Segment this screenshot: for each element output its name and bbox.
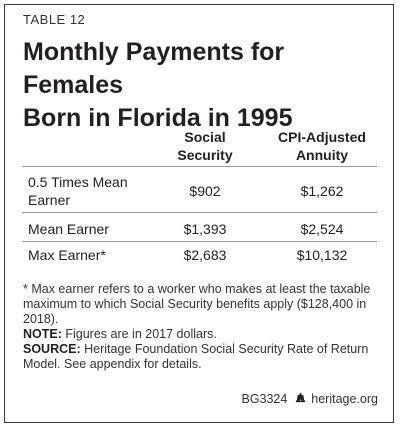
row-label-line-2: Earner — [28, 192, 71, 208]
table-frame — [4, 4, 394, 423]
table-number: TABLE 12 — [23, 12, 86, 27]
note-text: Figures are in 2017 dollars. — [61, 327, 217, 341]
column-header-social-line-2: Security — [177, 147, 233, 163]
cell-mean-social: $1,393 — [183, 221, 227, 237]
row-rule — [22, 212, 377, 213]
cell-half-mean-social: $902 — [189, 183, 221, 199]
cell-mean-cpi: $2,524 — [300, 221, 344, 237]
row-rule — [22, 241, 377, 242]
table-notes: * Max earner refers to a worker who make… — [23, 282, 378, 372]
source-line: SOURCE: Heritage Foundation Social Secur… — [23, 342, 378, 372]
cell-max-cpi: $10,132 — [296, 247, 348, 263]
row-label-line-1: 0.5 Times Mean — [28, 174, 128, 190]
column-header-cpi-line-2: Annuity — [295, 147, 349, 163]
note-label: NOTE: — [23, 327, 62, 341]
cell-half-mean-cpi: $1,262 — [300, 183, 344, 199]
table-title: Monthly Payments for Females Born in Flo… — [23, 36, 383, 135]
title-line-2: Born in Florida in 1995 — [23, 104, 293, 132]
footnote: * Max earner refers to a worker who make… — [23, 282, 371, 326]
row-label-max: Max Earner* — [28, 247, 106, 263]
report-code: BG3324 — [241, 392, 288, 406]
column-header-social-security: Social Security — [170, 128, 240, 164]
source-text: Heritage Foundation Social Security Rate… — [23, 342, 369, 371]
note-line: NOTE: Figures are in 2017 dollars. — [23, 327, 378, 342]
column-header-social-line-1: Social — [184, 129, 226, 145]
header-rule — [22, 166, 377, 167]
title-line-1: Monthly Payments for Females — [23, 38, 285, 99]
liberty-bell-icon — [295, 393, 305, 403]
column-header-cpi-annuity: CPI-Adjusted Annuity — [262, 128, 382, 164]
row-label-mean: Mean Earner — [28, 221, 109, 237]
column-header-cpi-line-1: CPI-Adjusted — [278, 129, 366, 145]
row-label-half-mean: 0.5 Times Mean Earner — [28, 173, 128, 209]
footer: BG3324 heritage.org — [241, 392, 378, 406]
source-label: SOURCE: — [23, 342, 81, 356]
website-link[interactable]: heritage.org — [311, 392, 378, 406]
cell-max-social: $2,683 — [183, 247, 227, 263]
